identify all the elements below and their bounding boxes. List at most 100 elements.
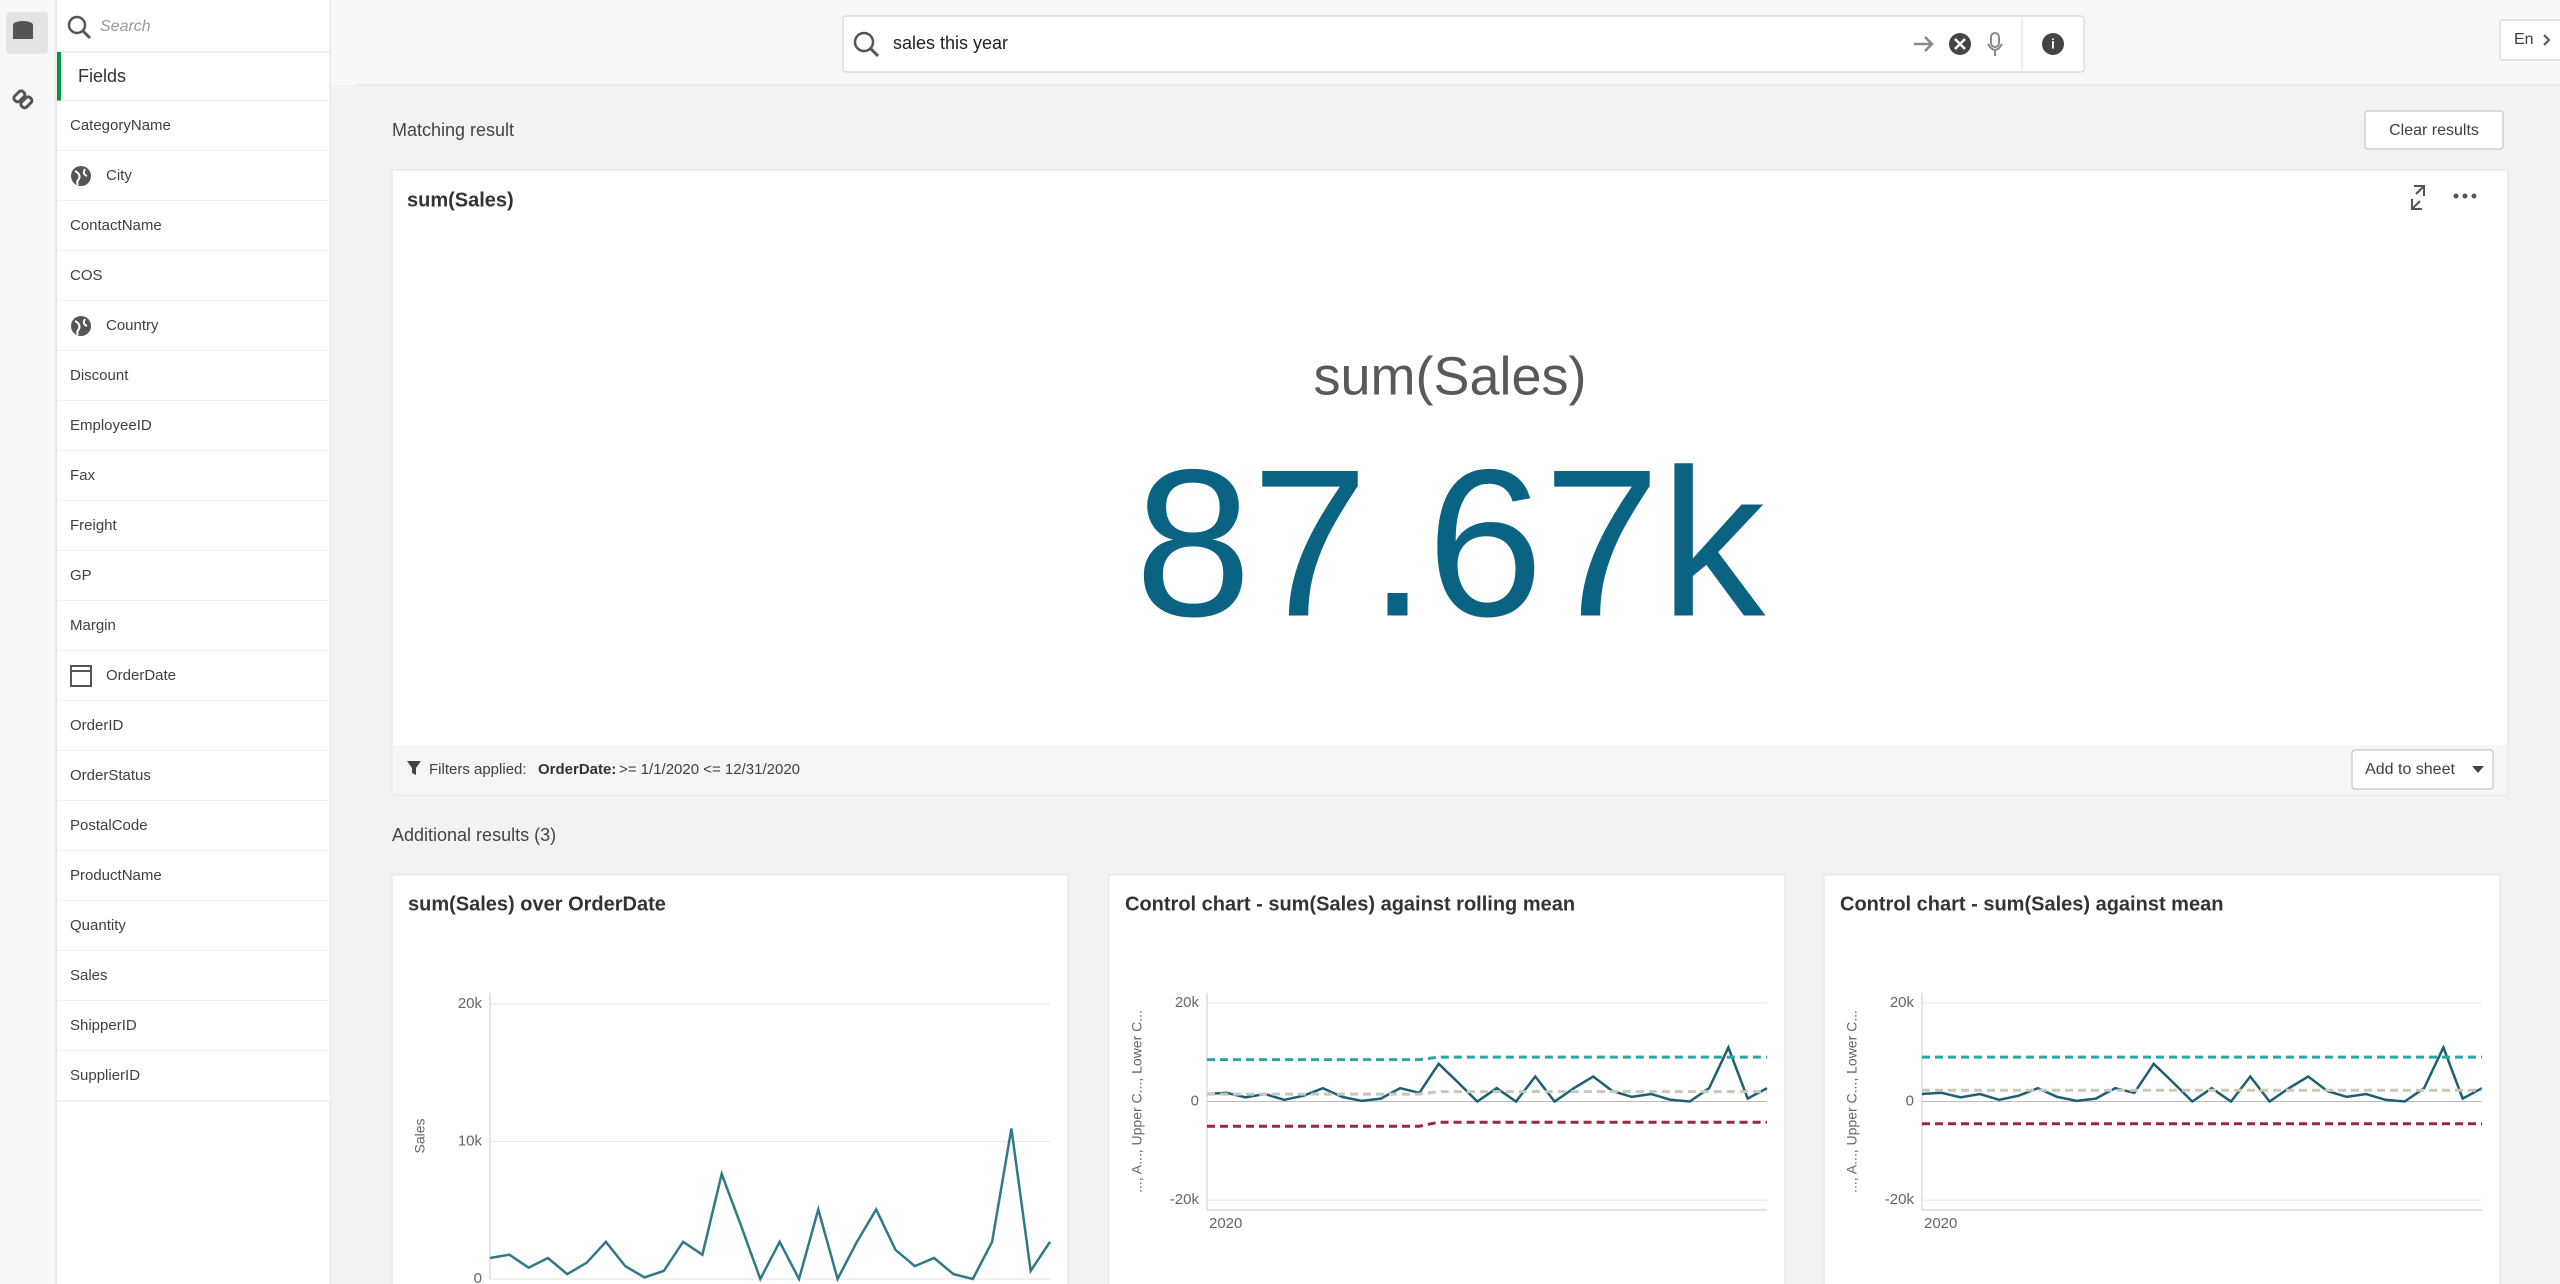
section-heading: Additional results (3): [392, 825, 556, 845]
y-tick-label: -20k: [1885, 1191, 1915, 1208]
field-name[interactable]: GP: [70, 567, 92, 584]
info-icon: i: [2051, 36, 2055, 52]
card-title: sum(Sales): [407, 189, 514, 211]
chart-title: sum(Sales) over OrderDate: [408, 893, 666, 915]
y-axis-title: Sales: [412, 1118, 428, 1153]
submit-icon[interactable]: [1914, 36, 1934, 52]
y-tick-label: 0: [474, 1270, 482, 1284]
data-line: [489, 1128, 1052, 1283]
kpi-card: [391, 169, 2509, 796]
field-item[interactable]: [57, 101, 330, 151]
field-name[interactable]: ContactName: [70, 217, 162, 234]
field-item[interactable]: [57, 551, 330, 601]
field-item[interactable]: [57, 251, 330, 301]
filter-icon: [407, 761, 421, 775]
field-name[interactable]: CategoryName: [70, 117, 171, 134]
field-item[interactable]: [57, 401, 330, 451]
mic-icon[interactable]: [1990, 32, 2000, 48]
field-item[interactable]: [57, 1051, 330, 1101]
query-box[interactable]: [842, 15, 2085, 73]
field-name[interactable]: OrderID: [70, 717, 124, 734]
field-name[interactable]: Sales: [70, 967, 108, 984]
kpi-label: sum(Sales): [1313, 346, 1586, 406]
field-name[interactable]: OrderDate: [106, 667, 176, 684]
field-name[interactable]: OrderStatus: [70, 767, 151, 784]
field-item[interactable]: [57, 451, 330, 501]
tab-indicator: [57, 52, 61, 101]
chart-card: [1108, 874, 1786, 1284]
link-icon[interactable]: [12, 89, 34, 110]
field-item[interactable]: [57, 901, 330, 951]
y-axis-title: ..., A..., Upper C..., Lower C...: [1844, 1010, 1860, 1193]
search-icon: [67, 15, 87, 35]
field-name[interactable]: PostalCode: [70, 817, 148, 834]
field-item[interactable]: [57, 751, 330, 801]
add-to-sheet-button[interactable]: [2351, 749, 2494, 790]
filter-bar: [393, 745, 2507, 794]
field-item[interactable]: [57, 151, 330, 201]
language-text[interactable]: En: [2514, 31, 2534, 48]
chart-card: [1823, 874, 2501, 1284]
globe-icon: [74, 318, 88, 336]
field-name[interactable]: Quantity: [70, 917, 126, 934]
query-text[interactable]: sales this year: [893, 33, 1008, 53]
data-line: [1921, 1044, 2483, 1104]
field-name[interactable]: COS: [70, 267, 103, 284]
field-name[interactable]: EmployeeID: [70, 417, 152, 434]
field-item[interactable]: [57, 851, 330, 901]
field-name[interactable]: SupplierID: [70, 1067, 140, 1084]
y-tick-label: 0: [1906, 1092, 1914, 1109]
fields-tab[interactable]: Fields: [78, 66, 126, 86]
field-name[interactable]: Country: [106, 317, 159, 334]
clear-results-text[interactable]: Clear results: [2389, 122, 2479, 139]
search-icon: [869, 47, 880, 58]
field-item[interactable]: [57, 651, 330, 701]
field-item[interactable]: [57, 201, 330, 251]
filter-field: OrderDate:: [538, 761, 616, 778]
mic-icon: [1987, 43, 2003, 56]
field-item[interactable]: [57, 351, 330, 401]
field-name[interactable]: ShipperID: [70, 1017, 137, 1034]
chart-title: Control chart - sum(Sales) against mean: [1840, 893, 2223, 915]
globe-icon: [71, 316, 91, 336]
data-line: [1206, 1044, 1768, 1104]
field-name[interactable]: Freight: [70, 517, 118, 534]
db-icon-body: [13, 25, 33, 39]
expand-icon[interactable]: [2411, 185, 2425, 210]
menu-icon[interactable]: [2453, 193, 2477, 199]
search-placeholder[interactable]: Search: [100, 18, 151, 35]
field-item[interactable]: [57, 601, 330, 651]
y-tick-label: 10k: [458, 1132, 483, 1149]
y-axis-title: ..., A..., Upper C..., Lower C...: [1129, 1010, 1145, 1193]
calendar-icon: [70, 665, 92, 687]
language-button[interactable]: [2499, 19, 2560, 61]
field-item[interactable]: [57, 801, 330, 851]
field-item[interactable]: [57, 301, 330, 351]
field-item[interactable]: [57, 951, 330, 1001]
search-icon: [853, 31, 875, 53]
field-name[interactable]: ProductName: [70, 867, 162, 884]
field-item[interactable]: [57, 701, 330, 751]
field-name[interactable]: Discount: [70, 367, 129, 384]
icon-strip: [0, 0, 56, 1284]
y-tick-label: 20k: [458, 995, 483, 1012]
field-item[interactable]: [57, 1001, 330, 1051]
y-tick-label: 20k: [1890, 994, 1915, 1011]
clear-results-button[interactable]: [2364, 110, 2504, 150]
info-icon[interactable]: [2042, 33, 2064, 55]
field-item[interactable]: [57, 501, 330, 551]
clear-icon: [1954, 38, 1966, 50]
field-name[interactable]: Fax: [70, 467, 96, 484]
field-name[interactable]: Margin: [70, 617, 116, 634]
globe-icon: [71, 166, 91, 186]
reference-line: [1207, 1090, 1767, 1096]
y-tick-label: 0: [1191, 1092, 1199, 1109]
add-to-sheet-text[interactable]: Add to sheet: [2365, 761, 2455, 778]
y-tick-label: 20k: [1175, 994, 1200, 1011]
chart-card: [391, 874, 1069, 1284]
chevron: [2543, 34, 2551, 46]
filters-label: Filters applied:: [429, 761, 527, 778]
field-name[interactable]: City: [106, 167, 132, 184]
